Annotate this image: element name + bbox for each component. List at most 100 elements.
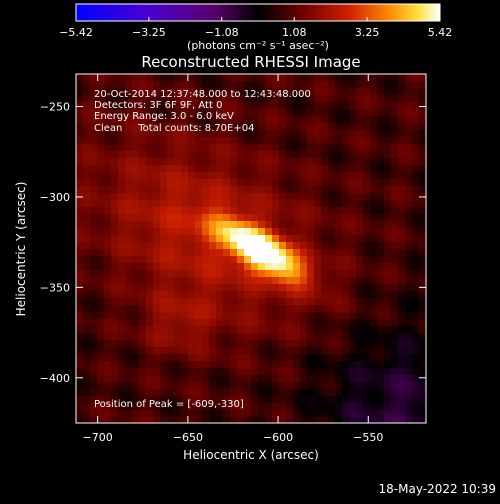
heatmap-cell (349, 144, 357, 152)
heatmap-cell (244, 235, 252, 243)
heatmap-cell (216, 270, 224, 278)
heatmap-cell (188, 228, 196, 236)
heatmap-cell (174, 263, 182, 271)
heatmap-cell (251, 165, 259, 173)
heatmap-cell (97, 403, 105, 411)
heatmap-cell (405, 368, 413, 376)
heatmap-cell (377, 389, 385, 397)
heatmap-cell (335, 256, 343, 264)
heatmap-cell (258, 137, 266, 145)
heatmap-cell (153, 228, 161, 236)
heatmap-cell (76, 249, 84, 257)
heatmap-cell (146, 165, 154, 173)
heatmap-cell (83, 410, 91, 418)
heatmap-cell (146, 214, 154, 222)
heatmap-cell (174, 326, 182, 334)
heatmap-cell (209, 137, 217, 145)
heatmap-cell (419, 81, 426, 89)
heatmap-cell (377, 123, 385, 131)
heatmap-cell (160, 249, 168, 257)
heatmap-cell (118, 200, 126, 208)
heatmap-cell (356, 368, 364, 376)
heatmap-cell (286, 382, 294, 390)
heatmap-cell (76, 109, 84, 117)
heatmap-cell (328, 242, 336, 250)
heatmap-cell (76, 368, 84, 376)
heatmap-cell (307, 368, 315, 376)
heatmap-cell (160, 88, 168, 96)
heatmap-cell (314, 263, 322, 271)
heatmap-cell (76, 116, 84, 124)
heatmap-cell (104, 81, 112, 89)
heatmap-cell (104, 172, 112, 180)
heatmap-cell (251, 291, 259, 299)
heatmap-cell (230, 326, 238, 334)
heatmap-cell (223, 228, 231, 236)
heatmap-cell (251, 417, 259, 423)
heatmap-cell (293, 354, 301, 362)
heatmap-cell (209, 417, 217, 423)
heatmap-cell (153, 151, 161, 159)
heatmap-cell (384, 165, 392, 173)
heatmap-cell (97, 340, 105, 348)
heatmap-cell (314, 123, 322, 131)
heatmap-cell (286, 396, 294, 404)
heatmap-cell (384, 228, 392, 236)
heatmap-cell (335, 319, 343, 327)
heatmap-cell (174, 319, 182, 327)
heatmap-cell (223, 130, 231, 138)
heatmap-cell (314, 256, 322, 264)
heatmap-cell (174, 333, 182, 341)
heatmap-cell (90, 109, 98, 117)
heatmap-cell (405, 361, 413, 369)
heatmap-cell (153, 81, 161, 89)
heatmap-cell (174, 389, 182, 397)
heatmap-cell (139, 403, 147, 411)
heatmap-cell (216, 242, 224, 250)
heatmap-cell (174, 221, 182, 229)
heatmap-cell (118, 277, 126, 285)
heatmap-cell (363, 221, 371, 229)
heatmap-cell (132, 235, 140, 243)
heatmap-cell (377, 417, 385, 423)
heatmap-cell (76, 186, 84, 194)
heatmap-cell (111, 88, 119, 96)
heatmap-cell (258, 305, 266, 313)
heatmap-cell (118, 116, 126, 124)
heatmap-cell (307, 277, 315, 285)
heatmap-cell (153, 186, 161, 194)
heatmap-cell (293, 361, 301, 369)
heatmap-cell (363, 361, 371, 369)
heatmap-cell (104, 242, 112, 250)
heatmap-cell (342, 410, 350, 418)
heatmap-cell (153, 319, 161, 327)
heatmap-cell (195, 242, 203, 250)
heatmap-cell (160, 151, 168, 159)
heatmap-cell (111, 256, 119, 264)
heatmap-cell (83, 417, 91, 423)
heatmap-cell (251, 368, 259, 376)
heatmap-cell (97, 389, 105, 397)
heatmap-cell (279, 389, 287, 397)
heatmap-cell (391, 263, 399, 271)
heatmap-cell (181, 123, 189, 131)
heatmap-cell (90, 284, 98, 292)
heatmap-cell (265, 144, 273, 152)
heatmap-cell (209, 312, 217, 320)
heatmap-cell (391, 102, 399, 110)
heatmap-cell (342, 333, 350, 341)
heatmap-cell (153, 235, 161, 243)
heatmap-cell (153, 410, 161, 418)
heatmap-cell (384, 375, 392, 383)
heatmap-cell (342, 312, 350, 320)
heatmap-cell (370, 102, 378, 110)
heatmap-cell (286, 221, 294, 229)
heatmap-cell (258, 319, 266, 327)
heatmap-cell (83, 326, 91, 334)
heatmap-cell (412, 319, 420, 327)
heatmap-cell (244, 200, 252, 208)
heatmap-cell (209, 109, 217, 117)
heatmap-cell (209, 102, 217, 110)
heatmap-cell (363, 88, 371, 96)
heatmap-cell (195, 347, 203, 355)
